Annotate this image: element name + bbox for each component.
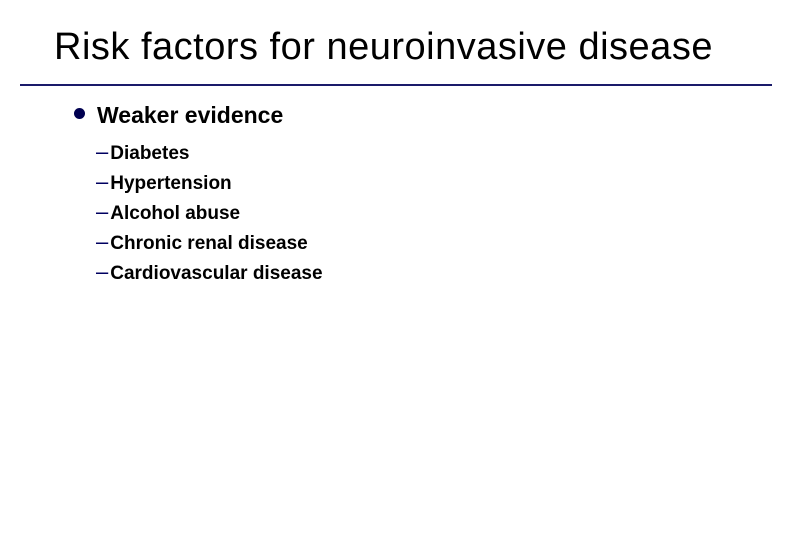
content-area: Weaker evidence – Diabetes – Hypertensio…: [74, 102, 323, 289]
list-item: – Hypertension: [96, 169, 323, 195]
dash-icon: –: [96, 199, 108, 225]
sub-item-text: Alcohol abuse: [110, 203, 240, 225]
list-item: – Chronic renal disease: [96, 229, 323, 255]
sub-item-text: Cardiovascular disease: [110, 263, 322, 285]
bullet-text: Weaker evidence: [97, 102, 283, 129]
sub-item-text: Hypertension: [110, 173, 231, 195]
list-item: – Alcohol abuse: [96, 199, 323, 225]
list-item: – Diabetes: [96, 139, 323, 165]
dash-icon: –: [96, 169, 108, 195]
title-divider: [20, 84, 772, 86]
slide-title: Risk factors for neuroinvasive disease: [54, 26, 713, 69]
list-item: – Cardiovascular disease: [96, 259, 323, 285]
sub-item-text: Chronic renal disease: [110, 233, 307, 255]
bullet-dot-icon: [74, 108, 85, 119]
bullet-level-1: Weaker evidence: [74, 102, 323, 129]
sub-list: – Diabetes – Hypertension – Alcohol abus…: [96, 139, 323, 285]
sub-item-text: Diabetes: [110, 143, 189, 165]
dash-icon: –: [96, 259, 108, 285]
dash-icon: –: [96, 139, 108, 165]
dash-icon: –: [96, 229, 108, 255]
